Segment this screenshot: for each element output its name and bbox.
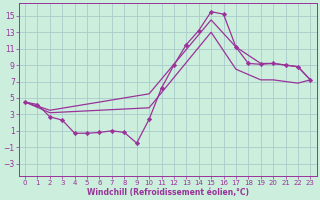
X-axis label: Windchill (Refroidissement éolien,°C): Windchill (Refroidissement éolien,°C) [87,188,249,197]
